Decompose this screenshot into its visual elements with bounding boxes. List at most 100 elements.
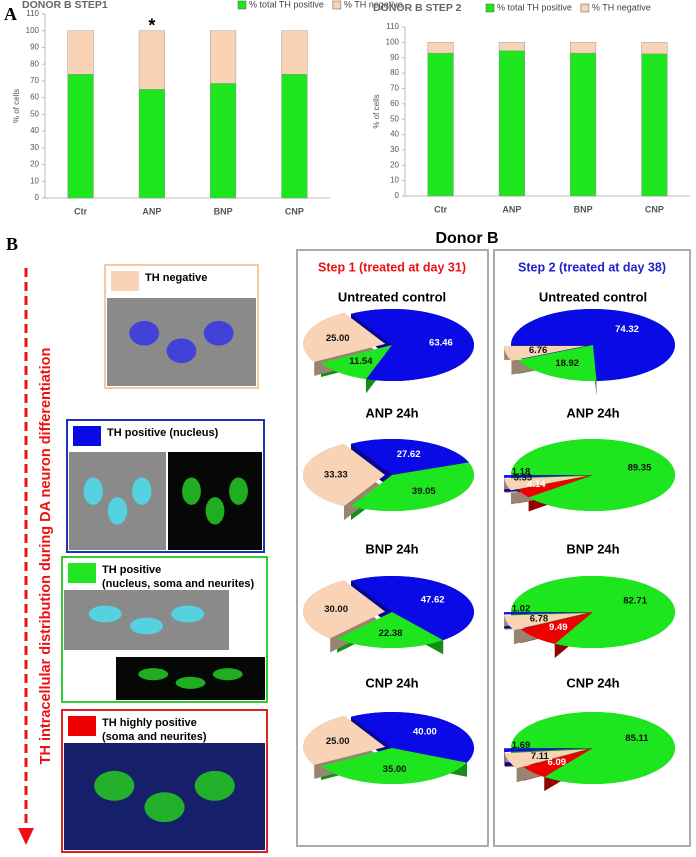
x-tick-label: BNP xyxy=(214,206,233,216)
legend-swatch xyxy=(68,716,96,736)
y-tick-label: 110 xyxy=(386,22,399,31)
pie-slice xyxy=(504,476,587,491)
legend-text: % total TH positive xyxy=(249,0,324,9)
pie-title: Untreated control xyxy=(338,289,446,304)
y-tick-label: 50 xyxy=(390,114,399,123)
data-label: 9.49 xyxy=(549,622,568,633)
group-title: Step 2 (treated at day 38) xyxy=(518,260,666,274)
pie-slice xyxy=(337,612,444,648)
legend-text: TH highly positive xyxy=(102,717,197,729)
cell xyxy=(94,770,135,801)
pie-slice xyxy=(511,711,675,784)
cell xyxy=(107,497,128,525)
y-tick-label: 100 xyxy=(386,37,400,46)
pie-slice xyxy=(351,712,474,763)
legend-swatch xyxy=(73,426,101,446)
x-tick-label: Ctr xyxy=(74,206,87,216)
data-label: 1.02 xyxy=(512,603,531,614)
y-tick-label: 70 xyxy=(30,76,39,85)
y-tick-label: 110 xyxy=(26,9,39,18)
pie-slice xyxy=(504,748,587,753)
legend-text: TH negative xyxy=(145,272,207,284)
data-label: 35.00 xyxy=(383,764,407,775)
bar-segment xyxy=(641,53,668,197)
legend-swatch xyxy=(332,0,342,10)
pie-side xyxy=(517,475,593,512)
y-tick-label: 0 xyxy=(35,193,40,202)
bar-segment xyxy=(281,30,308,75)
x-tick-label: Ctr xyxy=(434,204,447,214)
pie-slice xyxy=(351,439,469,475)
x-tick-label: ANP xyxy=(502,204,521,214)
y-axis-label: % of cells xyxy=(372,94,381,128)
y-tick-label: 0 xyxy=(395,191,400,200)
pie-slice xyxy=(517,475,593,498)
data-label: 5.33 xyxy=(514,473,533,484)
pie-title: ANP 24h xyxy=(365,405,418,420)
data-label: 85.11 xyxy=(625,733,649,744)
pie-title: CNP 24h xyxy=(365,675,418,690)
data-label: 1.69 xyxy=(512,740,531,751)
legend-text: TH positive (nucleus) xyxy=(107,427,219,439)
cell xyxy=(194,770,235,801)
cell xyxy=(203,320,234,346)
group-title: Step 1 (treated at day 31) xyxy=(318,260,466,274)
cell xyxy=(205,497,225,525)
pie-slice xyxy=(351,575,475,641)
legend-swatch xyxy=(68,563,96,583)
y-tick-label: 90 xyxy=(390,53,399,62)
data-label: 25.00 xyxy=(326,736,350,747)
data-label: 1.18 xyxy=(512,467,531,478)
bar-segment xyxy=(427,52,454,197)
data-label: 89.35 xyxy=(628,462,652,473)
chart-title: DONOR B STEP1 xyxy=(22,0,108,11)
legend-text: (soma and neurites) xyxy=(102,731,207,743)
pie-slice xyxy=(511,308,675,381)
legend-text: % total TH positive xyxy=(497,2,572,12)
data-label: 30.00 xyxy=(324,604,348,615)
y-tick-label: 10 xyxy=(390,176,399,185)
pie-slice xyxy=(520,612,593,644)
group-box xyxy=(493,249,691,847)
data-label: 6.09 xyxy=(548,757,567,768)
pie-slice xyxy=(351,309,474,381)
cell xyxy=(132,477,152,505)
data-label: 25.00 xyxy=(326,333,350,344)
x-tick-label: CNP xyxy=(645,204,664,214)
pie-slice xyxy=(504,749,587,769)
bar-segment xyxy=(281,74,308,199)
legend-text: TH positive xyxy=(102,564,161,576)
bar-segment xyxy=(67,30,94,75)
pie-slice xyxy=(504,612,587,615)
cell xyxy=(182,477,201,505)
legend-swatch xyxy=(111,271,139,291)
pie-slice xyxy=(504,475,587,478)
pie-slice xyxy=(523,748,593,777)
arrow-head xyxy=(18,828,34,845)
cell xyxy=(212,668,243,681)
x-tick-label: CNP xyxy=(285,206,304,216)
data-label: 27.62 xyxy=(397,449,421,460)
y-tick-label: 50 xyxy=(30,109,39,118)
bar-segment xyxy=(210,30,237,84)
data-label: 22.38 xyxy=(379,628,403,639)
pie-title: BNP 24h xyxy=(566,541,619,556)
bar-segment xyxy=(138,89,165,199)
legend-swatch xyxy=(485,3,495,13)
pie-slice xyxy=(350,462,474,512)
y-tick-label: 10 xyxy=(30,176,39,185)
data-label: 82.71 xyxy=(623,595,647,606)
pie-title: BNP 24h xyxy=(365,541,418,556)
legend-swatch xyxy=(580,3,590,13)
panel-title: Donor B xyxy=(435,230,498,247)
pie-slice xyxy=(303,580,386,639)
bar-segment xyxy=(67,74,94,199)
data-label: 33.33 xyxy=(324,470,348,481)
y-tick-label: 40 xyxy=(30,126,39,135)
data-label: 74.32 xyxy=(615,324,639,335)
y-tick-label: 40 xyxy=(390,130,399,139)
panel-label: A xyxy=(4,4,17,24)
y-tick-label: 60 xyxy=(30,93,39,102)
bar-segment xyxy=(570,42,597,54)
cell xyxy=(171,605,205,623)
